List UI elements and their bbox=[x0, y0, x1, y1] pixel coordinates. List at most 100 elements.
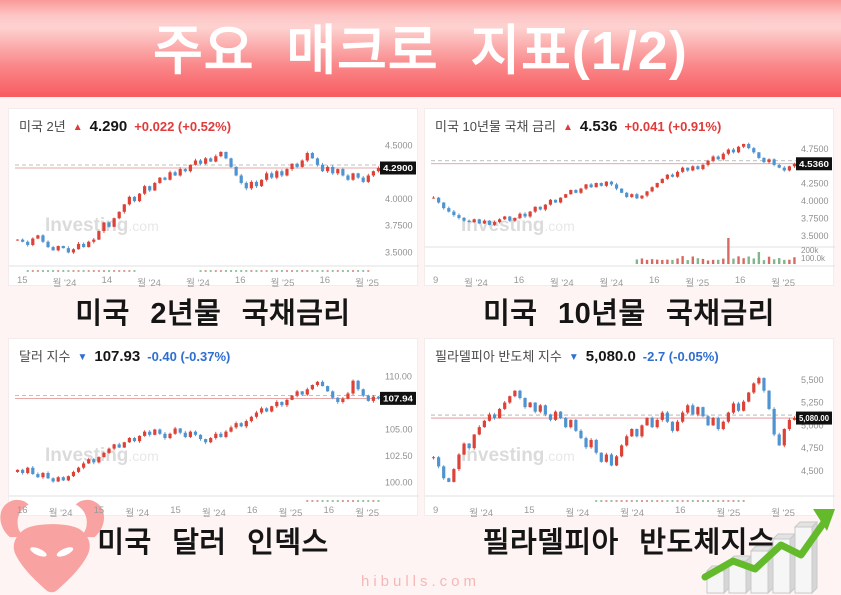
candlestick-chart: 4.7500 4.2500 4.0000 3.7500 3.5000 200k100.0k… bbox=[425, 142, 835, 267]
instrument-name: 달러 지수 bbox=[19, 349, 71, 364]
price-direction-arrow-icon: ▼ bbox=[568, 352, 579, 363]
price-direction-arrow-icon: ▼ bbox=[77, 352, 88, 363]
chart-header: 달러 지수 ▼ 107.93 -0.40 (-0.37%) bbox=[19, 346, 230, 365]
x-axis-label: 월 '24 bbox=[620, 508, 644, 519]
x-axis-label: 16 bbox=[513, 275, 525, 286]
x-axis-label: 15 bbox=[523, 505, 535, 516]
x-axis-label: 월 '25 bbox=[355, 508, 379, 519]
investing-watermark: Investing.com bbox=[461, 445, 575, 466]
chart-panel-dollar-index: 달러 지수 ▼ 107.93 -0.40 (-0.37%) Investing.… bbox=[8, 338, 419, 519]
last-price: 107.93 bbox=[94, 348, 141, 365]
title-banner: 주요 매크로 지표(1/2) bbox=[0, 0, 841, 97]
candlestick-chart: 4.5000 4.0000 3.7500 3.5000 4.2900 bbox=[9, 141, 419, 272]
x-axis-label: 월 '25 bbox=[355, 278, 379, 289]
x-axis-label: 월 '24 bbox=[186, 278, 210, 289]
price-change: +0.022 (+0.52%) bbox=[134, 119, 232, 134]
last-price: 4.290 bbox=[89, 118, 128, 135]
x-axis-label: 16 bbox=[323, 505, 335, 516]
x-axis-label: 월 '24 bbox=[201, 508, 226, 519]
x-axis-label: 월 '24 bbox=[52, 278, 77, 289]
x-axis-label: 월 '24 bbox=[125, 508, 150, 519]
x-axis-labels: 9 월 '24 15 월 '24 월 '24 16 월 '25 월 '25 bbox=[433, 505, 795, 519]
x-axis-label: 월 '25 bbox=[278, 508, 303, 519]
x-axis-label: 16 bbox=[234, 275, 246, 286]
svg-text:3.7500: 3.7500 bbox=[385, 221, 413, 231]
svg-text:4.0000: 4.0000 bbox=[385, 194, 413, 204]
chart-caption-dollar-index: 미국 달러 인덱스 bbox=[97, 527, 329, 559]
x-axis-labels: 16 월 '24 15 월 '24 15 월 '24 16 월 '25 16 월 '25 bbox=[17, 505, 379, 519]
svg-text:105.00: 105.00 bbox=[385, 425, 413, 435]
chart-caption-sox-index: 필라델피아 반도체지수 bbox=[482, 527, 776, 559]
svg-text:4.2500: 4.2500 bbox=[801, 179, 829, 189]
svg-text:4.2900: 4.2900 bbox=[383, 164, 414, 173]
x-axis-label: 월 '24 bbox=[549, 278, 574, 289]
x-axis-label: 월 '25 bbox=[771, 278, 795, 289]
chart-panel-us-10y: 미국 10년물 국채 금리 ▲ 4.536 +0.041 (+0.91%) In… bbox=[424, 108, 835, 289]
chart-panel-us-2y: 미국 2년 ▲ 4.290 +0.022 (+0.52%) Investing.… bbox=[8, 108, 419, 289]
last-price: 4.536 bbox=[579, 118, 618, 135]
bull-logo-icon bbox=[0, 499, 105, 593]
x-axis-label: 16 bbox=[319, 275, 331, 286]
svg-text:200k: 200k bbox=[801, 246, 819, 255]
x-axis-label: 월 '24 bbox=[565, 508, 590, 519]
x-axis-label: 16 bbox=[649, 275, 660, 286]
svg-text:5,000: 5,000 bbox=[801, 420, 824, 430]
site-url: hibulls.com bbox=[360, 573, 481, 590]
chart-header: 미국 10년물 국채 금리 ▲ 4.536 +0.041 (+0.91%) bbox=[435, 116, 721, 135]
x-axis-label: 월 '25 bbox=[685, 278, 710, 289]
svg-text:102.50: 102.50 bbox=[385, 451, 413, 461]
price-change: +0.041 (+0.91%) bbox=[624, 119, 722, 134]
svg-text:100.00: 100.00 bbox=[385, 478, 413, 488]
x-axis-label: 9 bbox=[433, 275, 439, 286]
x-axis-label: 16 bbox=[17, 505, 28, 516]
price-direction-arrow-icon: ▲ bbox=[562, 122, 573, 133]
chart-header: 미국 2년 ▲ 4.290 +0.022 (+0.52%) bbox=[19, 116, 231, 135]
page-title: 주요 매크로 지표(1/2) bbox=[153, 20, 688, 81]
x-axis-label: 월 '25 bbox=[270, 278, 295, 289]
x-axis-label: 월 '24 bbox=[137, 278, 161, 289]
x-axis-label: 월 '24 bbox=[599, 278, 624, 289]
x-axis-label: 월 '24 bbox=[469, 508, 494, 519]
investing-watermark: Investing.com bbox=[45, 215, 159, 236]
x-axis-labels: 9 월 '24 16 월 '24 월 '24 16 월 '25 16 월 '25 bbox=[433, 275, 795, 289]
svg-text:5,080.00: 5,080.00 bbox=[799, 414, 830, 423]
svg-text:4.7500: 4.7500 bbox=[801, 144, 829, 154]
x-axis-label: 월 '25 bbox=[771, 508, 795, 519]
x-axis-label: 9 bbox=[433, 505, 439, 516]
candlestick-chart: 5,500 5,250 5,000 4,750 4,500 5,080.00 bbox=[425, 375, 835, 502]
instrument-name: 미국 10년물 국채 금리 bbox=[435, 119, 556, 134]
price-direction-arrow-icon: ▲ bbox=[72, 122, 83, 133]
x-axis-label: 15 bbox=[17, 275, 28, 286]
investing-watermark: Investing.com bbox=[461, 215, 575, 236]
chart-caption-us-10y: 미국 10년물 국채금리 bbox=[483, 298, 775, 330]
instrument-name: 필라델피아 반도체 지수 bbox=[435, 349, 562, 364]
svg-text:107.94: 107.94 bbox=[383, 394, 414, 403]
price-change: -2.7 (-0.05%) bbox=[642, 349, 719, 364]
svg-text:5,500: 5,500 bbox=[801, 375, 824, 385]
x-axis-label: 14 bbox=[101, 275, 113, 286]
last-price: 5,080.0 bbox=[585, 348, 636, 365]
chart-caption-us-2y: 미국 2년물 국채금리 bbox=[75, 298, 351, 330]
price-change: -0.40 (-0.37%) bbox=[147, 349, 231, 364]
x-axis-label: 월 '24 bbox=[48, 508, 73, 519]
svg-text:110.00: 110.00 bbox=[385, 372, 412, 382]
chart-panel-sox-index: 필라델피아 반도체 지수 ▼ 5,080.0 -2.7 (-0.05%) Inv… bbox=[424, 338, 835, 519]
x-axis-label: 15 bbox=[170, 505, 181, 516]
x-axis-label: 16 bbox=[734, 275, 746, 286]
svg-text:3.5000: 3.5000 bbox=[385, 247, 413, 257]
svg-text:4.5000: 4.5000 bbox=[385, 141, 413, 151]
x-axis-label: 16 bbox=[246, 505, 258, 516]
svg-text:4.0000: 4.0000 bbox=[801, 196, 829, 206]
candlestick-chart: 110.00 105.00 102.50 100.00 107.94 bbox=[9, 372, 419, 502]
x-axis-labels: 15 월 '24 14 월 '24 월 '24 16 월 '25 16 월 '25 bbox=[17, 275, 379, 289]
chart-header: 필라델피아 반도체 지수 ▼ 5,080.0 -2.7 (-0.05%) bbox=[435, 346, 719, 365]
svg-text:3.7500: 3.7500 bbox=[801, 214, 829, 224]
instrument-name: 미국 2년 bbox=[19, 119, 66, 134]
x-axis-label: 15 bbox=[93, 505, 105, 516]
x-axis-label: 월 '25 bbox=[716, 508, 741, 519]
svg-text:3.5000: 3.5000 bbox=[801, 231, 829, 241]
svg-text:5,250: 5,250 bbox=[801, 398, 824, 408]
x-axis-label: 16 bbox=[674, 505, 686, 516]
x-axis-label: 월 '24 bbox=[464, 278, 488, 289]
svg-text:100.0k: 100.0k bbox=[801, 254, 826, 263]
